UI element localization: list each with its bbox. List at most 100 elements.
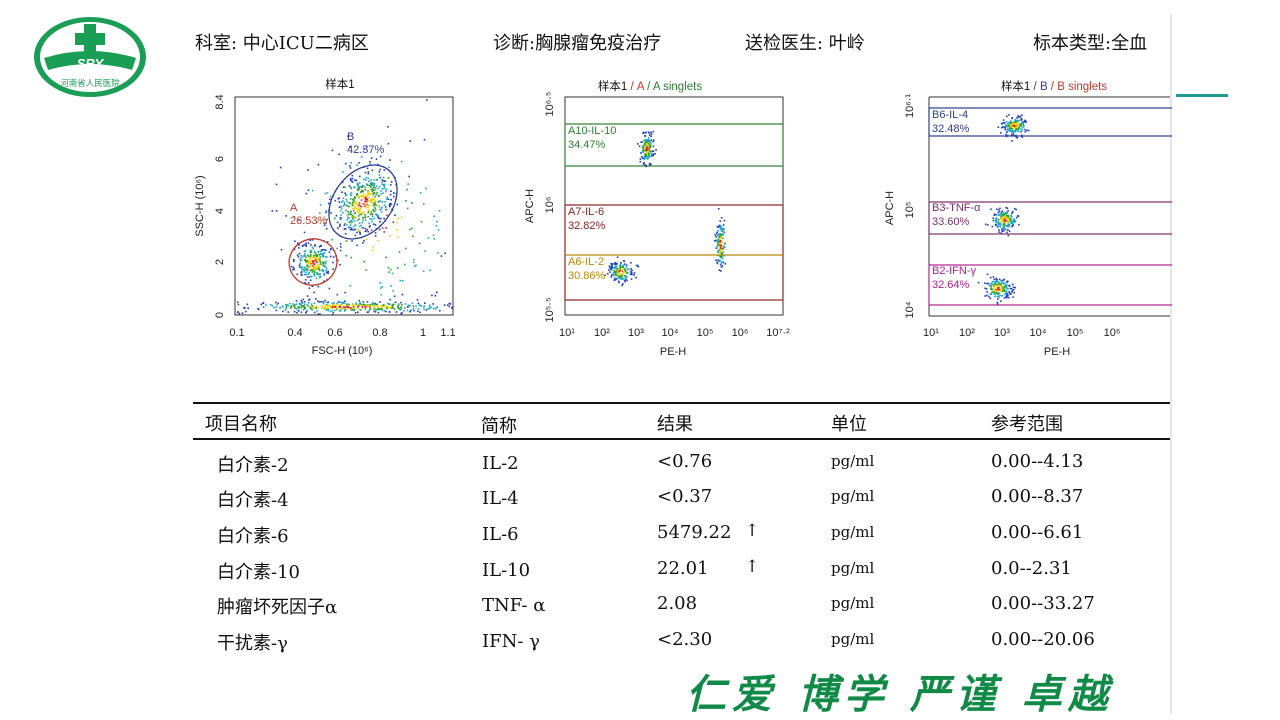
event-dot xyxy=(616,269,618,272)
event-dot xyxy=(362,219,364,222)
event-dot xyxy=(340,201,343,203)
event-dot xyxy=(383,187,386,190)
event-dot xyxy=(361,184,364,187)
row-result: 22.01 xyxy=(657,558,709,579)
event-dot xyxy=(427,307,429,310)
event-dot xyxy=(363,203,366,206)
event-dot xyxy=(719,233,722,236)
event-dot xyxy=(388,271,390,273)
event-dot xyxy=(313,270,316,273)
event-dot xyxy=(638,145,641,148)
event-dot xyxy=(652,154,654,157)
event-dot xyxy=(311,246,314,249)
event-dot xyxy=(649,134,651,137)
event-dot xyxy=(1007,223,1010,225)
event-dot xyxy=(992,288,995,291)
event-dot xyxy=(307,276,309,278)
event-dot xyxy=(616,271,618,273)
event-dot xyxy=(622,266,624,268)
event-dot xyxy=(360,191,362,193)
event-dot xyxy=(380,217,382,220)
event-dot xyxy=(300,311,303,313)
event-dot xyxy=(654,152,656,155)
event-dot xyxy=(378,216,380,219)
event-dot xyxy=(721,229,723,232)
event-dot xyxy=(995,219,998,221)
event-dot xyxy=(349,198,352,200)
event-dot xyxy=(715,247,718,249)
event-dot xyxy=(373,192,376,194)
event-dot xyxy=(365,145,368,148)
event-dot xyxy=(1009,127,1011,129)
event-dot xyxy=(364,189,366,191)
event-dot xyxy=(341,181,344,184)
event-dot xyxy=(1014,127,1016,129)
scatter-plot-b-singlets: 样本1 / B / B singlets B6-IL-4 32.48% B3-T… xyxy=(884,79,1172,358)
event-dot xyxy=(998,284,1001,287)
event-dot xyxy=(623,277,626,280)
event-dot xyxy=(716,245,718,248)
event-dot xyxy=(431,294,433,297)
event-dot xyxy=(648,132,651,135)
event-dot xyxy=(1007,125,1010,128)
event-dot xyxy=(350,187,352,190)
event-dot xyxy=(436,220,438,223)
event-dot xyxy=(1006,296,1008,298)
event-dot xyxy=(994,219,997,222)
event-dot xyxy=(313,250,316,253)
event-dot xyxy=(319,256,321,258)
event-dot xyxy=(342,301,344,304)
event-dot xyxy=(994,293,996,296)
event-dot xyxy=(647,144,649,146)
event-dot xyxy=(609,271,611,273)
event-dot xyxy=(1003,290,1006,293)
event-dot xyxy=(360,213,362,216)
event-dot xyxy=(318,273,321,276)
header-result: 结果 xyxy=(657,414,693,435)
event-dot xyxy=(448,302,451,305)
event-dot xyxy=(296,312,298,314)
event-dot xyxy=(378,205,381,208)
event-dot xyxy=(325,270,328,272)
event-dot xyxy=(393,295,396,298)
event-dot xyxy=(990,282,993,285)
event-dot xyxy=(293,310,296,313)
event-dot xyxy=(1010,293,1012,295)
event-dot xyxy=(1008,129,1010,132)
event-dot xyxy=(1007,226,1009,228)
event-dot xyxy=(368,180,370,183)
event-dot xyxy=(373,223,375,225)
event-dot xyxy=(444,252,446,255)
event-dot xyxy=(350,179,352,182)
event-dot xyxy=(310,251,313,254)
event-dot xyxy=(237,311,239,314)
event-dot xyxy=(1007,218,1009,221)
event-dot xyxy=(349,177,352,180)
event-dot xyxy=(352,229,354,231)
event-dot xyxy=(310,269,313,272)
event-dot xyxy=(396,203,399,206)
event-dot xyxy=(319,275,322,278)
p3-ytick: 10⁶·¹ xyxy=(904,94,916,118)
event-dot xyxy=(645,151,648,154)
event-dot xyxy=(403,263,406,266)
event-dot xyxy=(1011,122,1014,125)
event-dot xyxy=(649,144,651,147)
event-dot xyxy=(1008,220,1010,223)
event-dot xyxy=(370,183,372,186)
event-dot xyxy=(1005,295,1007,298)
event-dot xyxy=(407,304,410,306)
event-dot xyxy=(350,191,353,194)
event-dot xyxy=(1011,290,1014,292)
event-dot xyxy=(620,268,622,271)
event-dot xyxy=(314,255,316,258)
event-dot xyxy=(996,280,999,283)
event-dot xyxy=(351,174,354,177)
gate-a-pct: 26.53% xyxy=(290,215,328,227)
event-dot xyxy=(1005,133,1007,136)
event-dot xyxy=(994,213,996,215)
event-dot xyxy=(365,306,367,308)
event-dot xyxy=(362,212,365,215)
event-dot xyxy=(371,218,373,220)
gate-il4-name: B6-IL-4 xyxy=(932,109,968,121)
